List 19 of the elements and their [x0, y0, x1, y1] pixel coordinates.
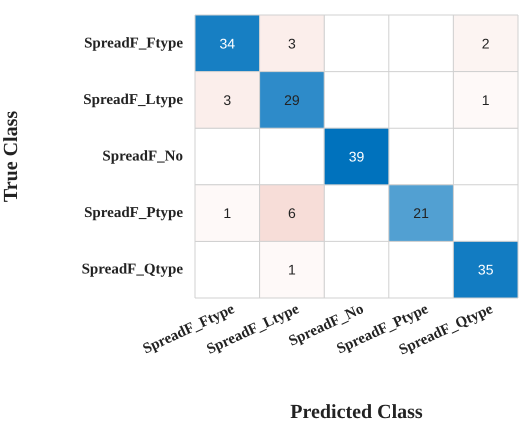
data-label: 1 [223, 205, 232, 222]
y-tick-label: SpreadF_Ltype [83, 92, 184, 108]
data-label: 2 [482, 35, 490, 52]
data-label: 3 [288, 35, 296, 52]
y-tick-label: SpreadF_Ftype [84, 35, 184, 52]
y-tick-label: SpreadF_Qtype [82, 262, 184, 278]
data-label: 3 [223, 92, 232, 108]
data-label: 29 [284, 92, 300, 108]
y-tick-label: SpreadF_No [102, 148, 183, 164]
x-axis-title: Predicted Class [290, 401, 423, 423]
data-label: 35 [478, 262, 494, 278]
data-label: 1 [288, 262, 296, 278]
y-axis-title: True Class [0, 110, 22, 202]
data-label: 39 [348, 148, 364, 164]
data-label: 1 [482, 92, 490, 108]
data-label: 21 [413, 205, 430, 222]
y-tick-label: SpreadF_Ptype [84, 205, 184, 222]
data-label: 34 [220, 35, 236, 52]
data-label: 6 [288, 205, 296, 222]
